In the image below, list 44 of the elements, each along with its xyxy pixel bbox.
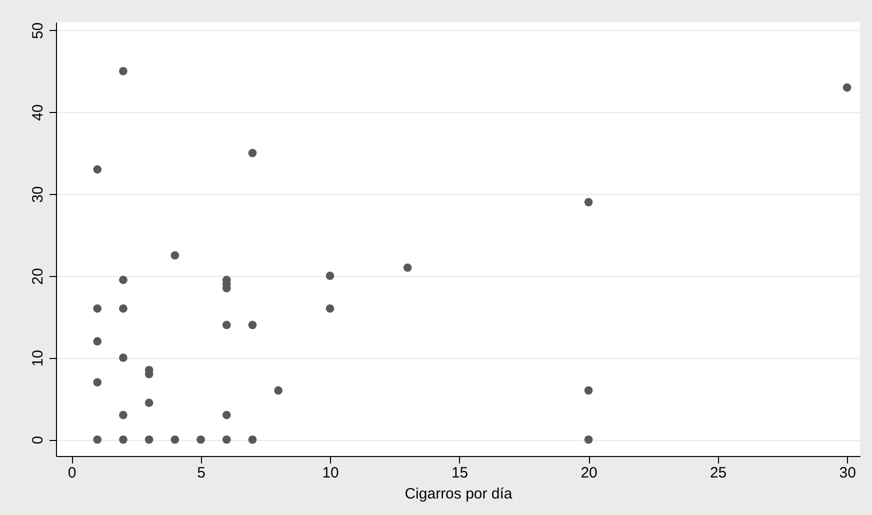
point (144, 398, 154, 407)
point (119, 354, 128, 362)
point (119, 276, 128, 284)
point (144, 435, 154, 444)
point (222, 435, 231, 444)
point (93, 165, 102, 174)
point (93, 337, 102, 346)
point (326, 272, 334, 280)
point (248, 148, 257, 158)
point (222, 320, 231, 330)
x-tick-label: 25 (710, 464, 727, 482)
y-tick-label: 0 (30, 436, 46, 444)
point (119, 304, 128, 313)
point (403, 263, 412, 272)
point (119, 66, 128, 76)
point (119, 410, 128, 420)
point (248, 320, 257, 330)
x-tick-label: 0 (68, 464, 76, 482)
x-tick-label: 10 (322, 464, 339, 482)
point (93, 378, 102, 386)
y-tick-label: 10 (30, 350, 46, 367)
x-tick-label: 15 (451, 464, 468, 482)
y-tick-label: 50 (30, 22, 46, 40)
point (93, 435, 102, 444)
point (584, 435, 593, 444)
point (248, 435, 257, 444)
x-tick-label: 5 (197, 464, 206, 482)
x-axis-title: Cigarros por día (404, 486, 513, 502)
point (222, 410, 231, 420)
point (170, 251, 180, 260)
point (119, 435, 128, 444)
point (326, 304, 334, 313)
point (196, 435, 205, 444)
x-tick-label: 20 (580, 464, 598, 482)
point (584, 198, 593, 206)
y-tick-label: 20 (30, 268, 46, 285)
y-tick-label: 30 (30, 186, 46, 203)
point (842, 83, 852, 92)
point (170, 435, 180, 444)
point (93, 304, 102, 313)
point (274, 386, 283, 395)
y-tick-label: 40 (30, 104, 46, 121)
x-tick-label: 30 (839, 464, 856, 482)
point (584, 386, 593, 395)
